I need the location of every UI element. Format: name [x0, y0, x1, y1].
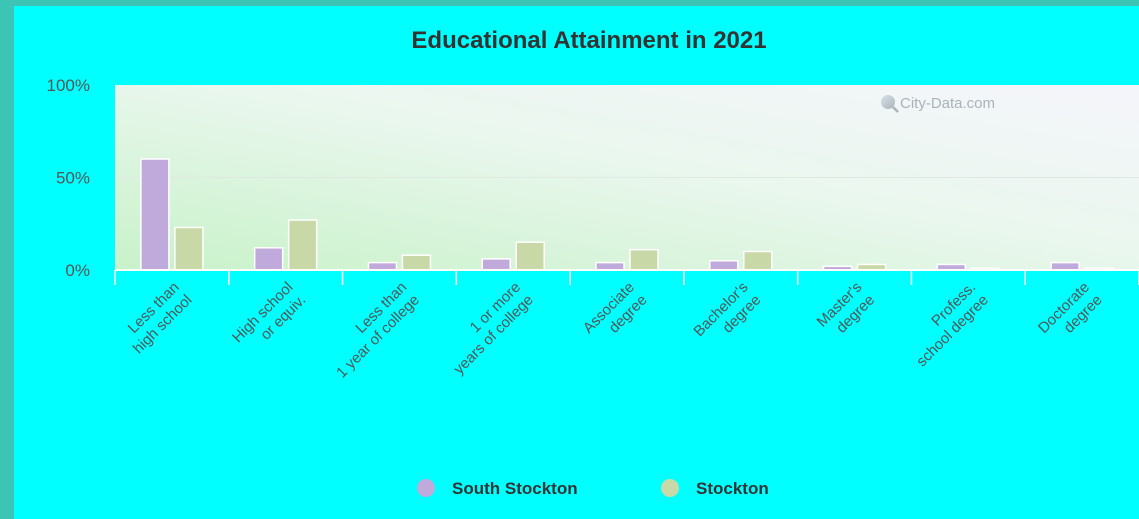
x-tick-label: Bachelor'sdegree — [690, 279, 764, 353]
bar-stockton-2[interactable] — [401, 254, 432, 271]
legend: South Stockton Stockton — [417, 479, 769, 498]
bar-stockton-3[interactable] — [515, 241, 545, 271]
y-tick-label: 0% — [65, 261, 90, 280]
bar-south-stockton-8[interactable] — [1050, 261, 1080, 271]
watermark: City-Data.com — [881, 95, 995, 113]
chart-panel: Educational Attainment in 2021 City-Data… — [14, 6, 1139, 519]
legend-label: Stockton — [696, 479, 769, 498]
bar-stockton-4[interactable] — [629, 248, 659, 271]
x-axis-labels: Less thanhigh school High schoolor equiv.… — [117, 279, 1106, 382]
bar-south-stockton-5[interactable] — [709, 260, 739, 271]
legend-swatch — [417, 479, 435, 497]
x-tick-label: Doctoratedegree — [1035, 279, 1106, 350]
bar-stockton-1[interactable] — [287, 219, 318, 271]
y-tick-label: 50% — [56, 169, 90, 188]
legend-swatch — [661, 479, 679, 497]
bar-south-stockton-4[interactable] — [595, 261, 625, 271]
bar-south-stockton-3[interactable] — [481, 258, 511, 271]
y-axis: 0% 50% 100% — [47, 76, 90, 280]
legend-label: South Stockton — [452, 479, 578, 498]
watermark-magnifier-icon — [881, 95, 895, 109]
chart-title: Educational Attainment in 2021 — [411, 27, 766, 54]
bar-stockton-0[interactable] — [174, 226, 204, 271]
y-tick-label: 100% — [47, 76, 90, 95]
x-axis — [114, 269, 1139, 285]
bar-south-stockton-1[interactable] — [253, 247, 284, 271]
x-tick-label: Associatedegree — [580, 279, 651, 350]
x-tick-label: Less thanhigh school — [117, 279, 195, 357]
watermark-magnifier-handle — [892, 106, 899, 113]
x-tick-label: Less than1 year of college — [320, 279, 423, 382]
x-tick-label: High schoolor equiv. — [229, 279, 309, 359]
bar-stockton-5[interactable] — [743, 250, 773, 271]
watermark-text: City-Data.com — [900, 95, 995, 112]
bar-south-stockton-0[interactable] — [140, 158, 170, 271]
x-tick-label: Master'sdegree — [814, 279, 879, 344]
x-tick-label: 1 or moreyears of college — [438, 279, 537, 378]
bar-chart: Educational Attainment in 2021 City-Data… — [47, 27, 1139, 498]
x-tick-label: Profess.school degree — [901, 279, 992, 370]
bar-south-stockton-2[interactable] — [367, 261, 398, 271]
